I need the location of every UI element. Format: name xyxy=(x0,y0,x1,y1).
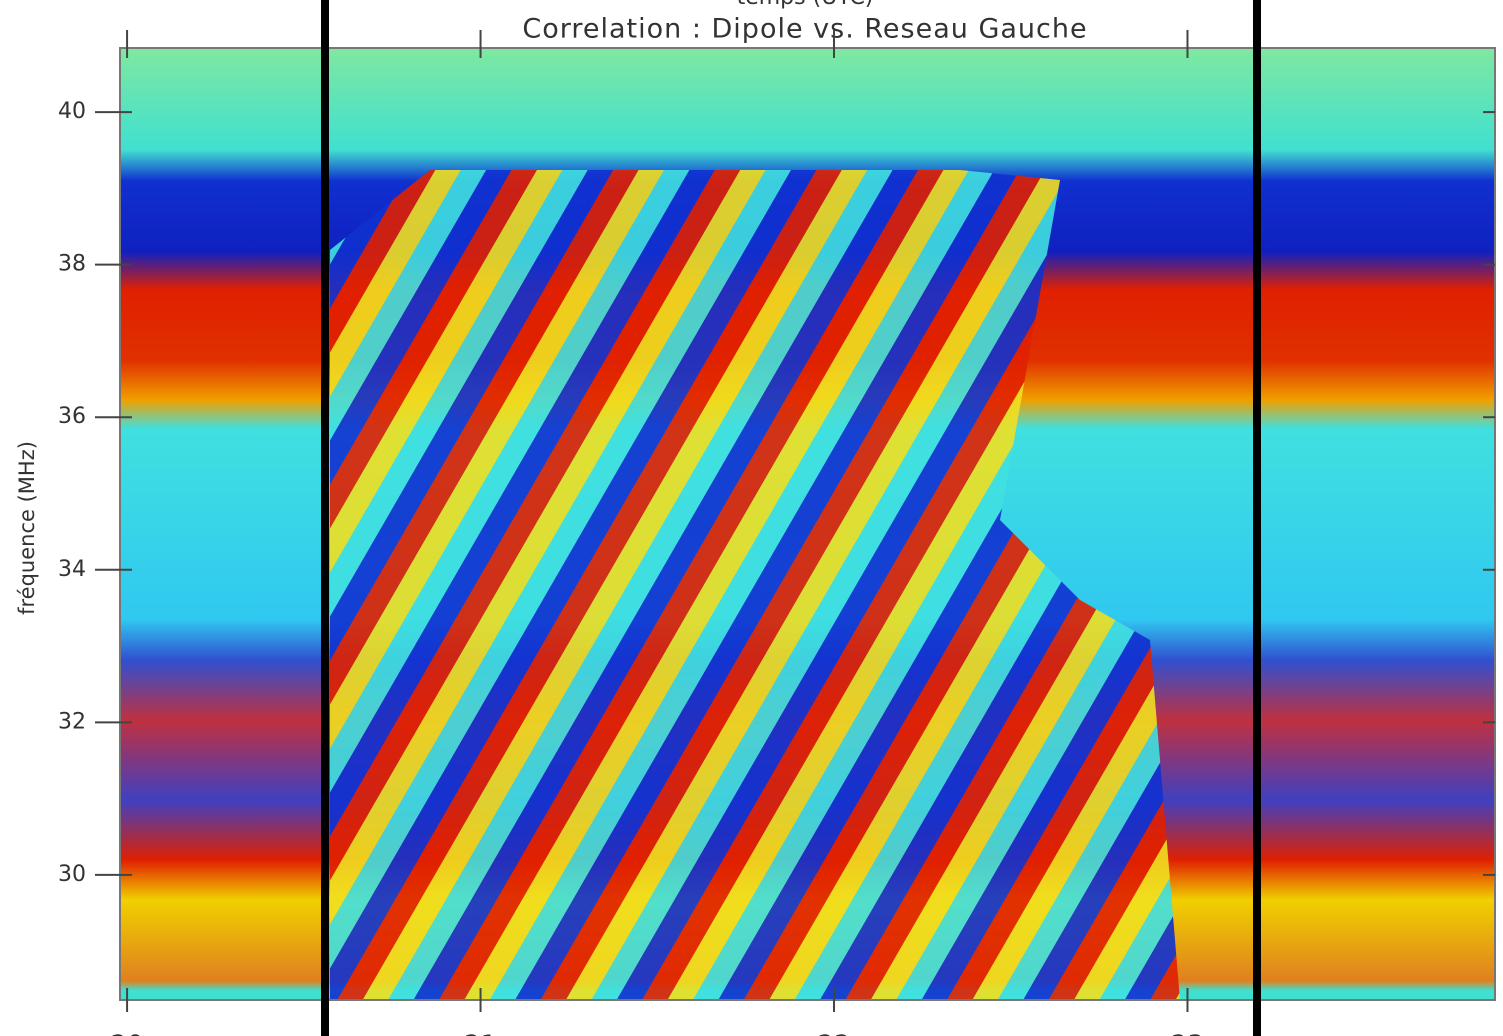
x-tick-label: 23 xyxy=(1171,1031,1204,1036)
y-axis-label: fréquence (MHz) xyxy=(15,441,39,615)
overlay-bar xyxy=(321,0,329,1036)
y-tick-label: 32 xyxy=(58,709,86,734)
x-tick-label: 22 xyxy=(817,1031,850,1036)
x-axis-label: temps (UTC) xyxy=(737,0,874,10)
y-tick-label: 40 xyxy=(58,99,86,124)
y-tick-label: 38 xyxy=(58,252,86,277)
overlay-bar xyxy=(1253,0,1261,1036)
y-tick-label: 34 xyxy=(58,557,86,582)
chart-title: Correlation : Dipole vs. Reseau Gauche xyxy=(522,14,1087,45)
y-tick-label: 36 xyxy=(58,404,86,429)
y-tick-label: 30 xyxy=(58,862,86,887)
x-tick-label: 20 xyxy=(111,1031,144,1036)
plot-frame xyxy=(119,47,1496,1001)
x-tick-label: 21 xyxy=(464,1031,497,1036)
fringe-pattern xyxy=(330,170,1180,1000)
